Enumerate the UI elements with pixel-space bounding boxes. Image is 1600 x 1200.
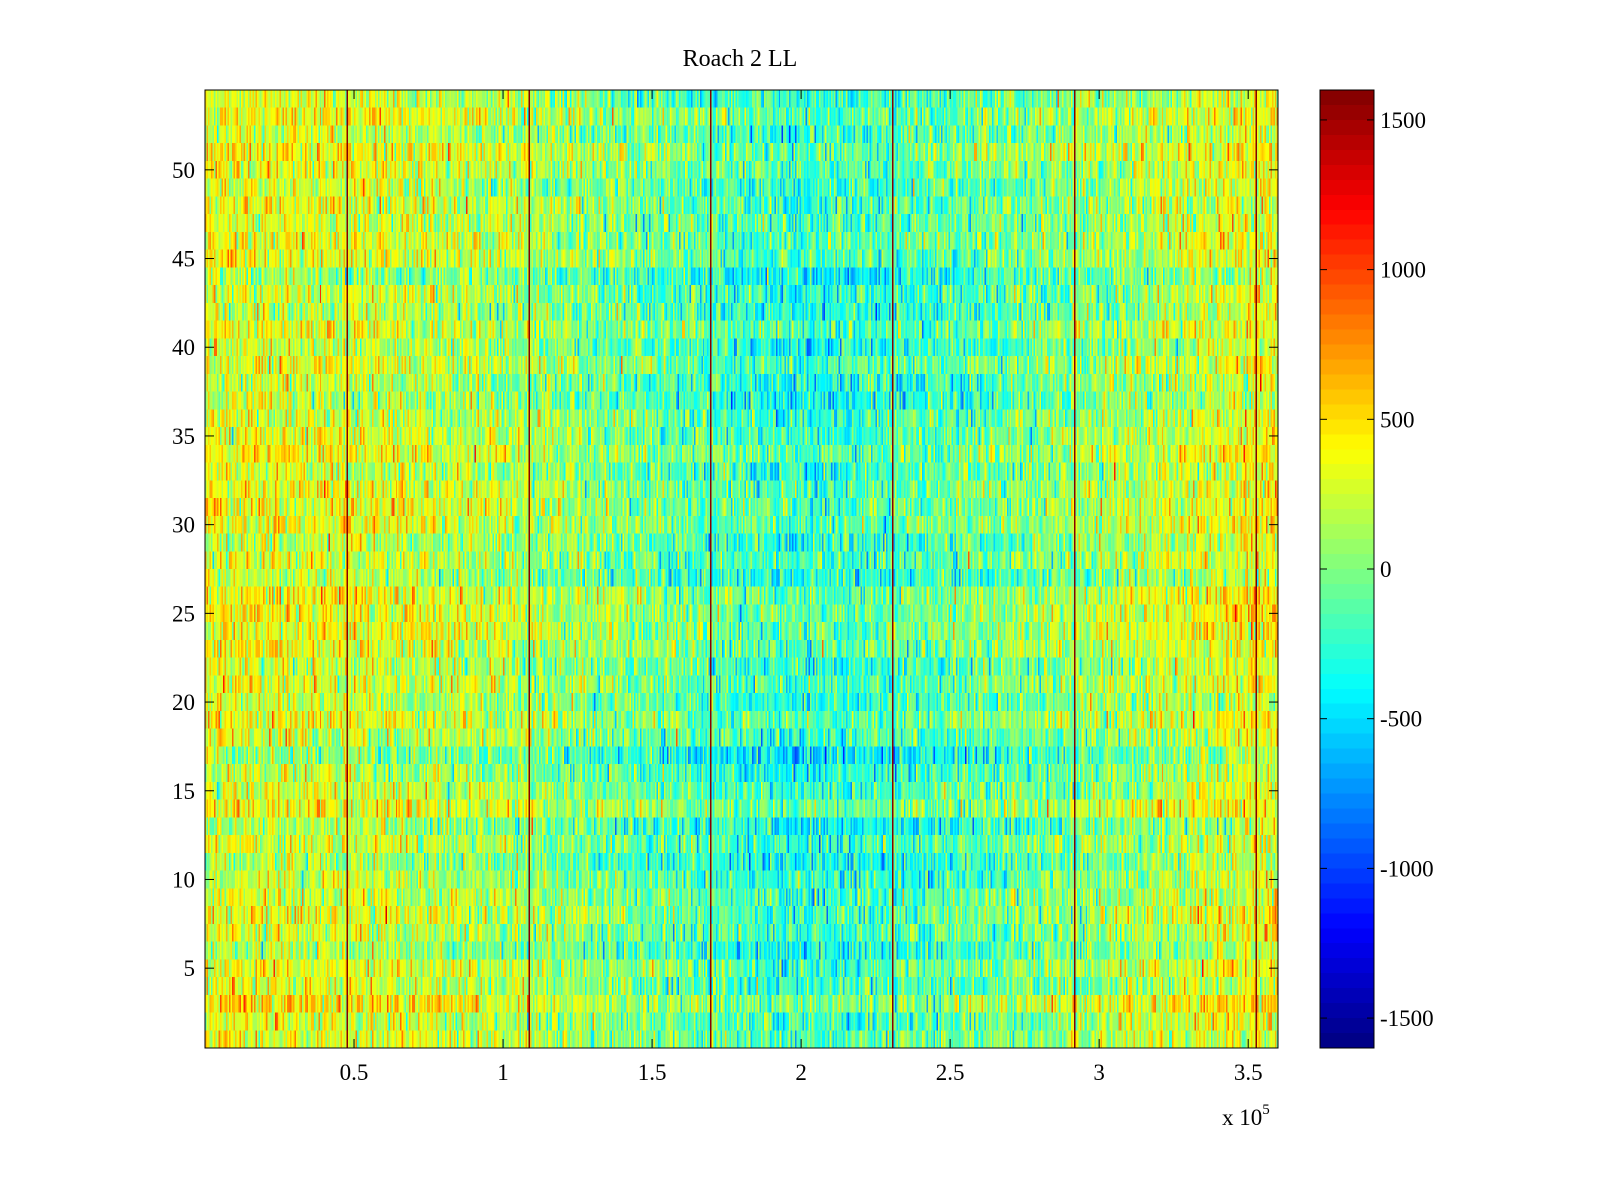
chart-title: Roach 2 LL bbox=[683, 46, 798, 72]
colorbar: -1500 -1000 -500 0 500 1000 1500 bbox=[1319, 89, 1434, 1049]
x-tick-label: 3.5 bbox=[1234, 1060, 1263, 1085]
colorbar-tick-label: -1000 bbox=[1380, 856, 1434, 881]
x-tick-label: 3 bbox=[1093, 1060, 1105, 1085]
colorbar-tick-label: 1000 bbox=[1380, 258, 1426, 283]
colorbar-image bbox=[1320, 90, 1374, 1048]
y-tick-label: 30 bbox=[172, 513, 195, 538]
y-tick-label: 35 bbox=[172, 424, 195, 449]
y-tick-label: 5 bbox=[184, 956, 196, 981]
x-axis: 0.5 1 1.5 2 2.5 3 3.5 bbox=[340, 90, 1263, 1085]
colorbar-tick-label: -500 bbox=[1380, 707, 1422, 732]
y-tick-label: 15 bbox=[172, 779, 195, 804]
colorbar-tick-label: 0 bbox=[1380, 557, 1392, 582]
x-exponent-label: x 105 bbox=[1222, 1102, 1270, 1130]
y-tick-label: 20 bbox=[172, 690, 195, 715]
heatmap-plot-area bbox=[204, 89, 1279, 1049]
y-tick-label: 45 bbox=[172, 247, 195, 272]
x-tick-label: 1 bbox=[497, 1060, 509, 1085]
colorbar-tick-label: -1500 bbox=[1380, 1006, 1434, 1031]
x-tick-label: 1.5 bbox=[638, 1060, 667, 1085]
colorbar-tick-label: 500 bbox=[1380, 407, 1415, 432]
plot-frame bbox=[204, 89, 1279, 1049]
y-tick-label: 50 bbox=[172, 158, 195, 183]
x-tick-label: 0.5 bbox=[340, 1060, 369, 1085]
colorbar-tick-label: 1500 bbox=[1380, 108, 1426, 133]
y-tick-label: 40 bbox=[172, 335, 195, 360]
heatmap-image bbox=[205, 90, 1278, 1048]
colorbar-ticks: -1500 -1000 -500 0 500 1000 1500 bbox=[1320, 108, 1434, 1031]
x-tick-label: 2 bbox=[795, 1060, 807, 1085]
y-tick-label: 25 bbox=[172, 601, 195, 626]
y-axis: 5 10 15 20 25 30 35 40 45 50 bbox=[172, 158, 1278, 981]
x-tick-label: 2.5 bbox=[936, 1060, 965, 1085]
y-tick-label: 10 bbox=[172, 867, 195, 892]
